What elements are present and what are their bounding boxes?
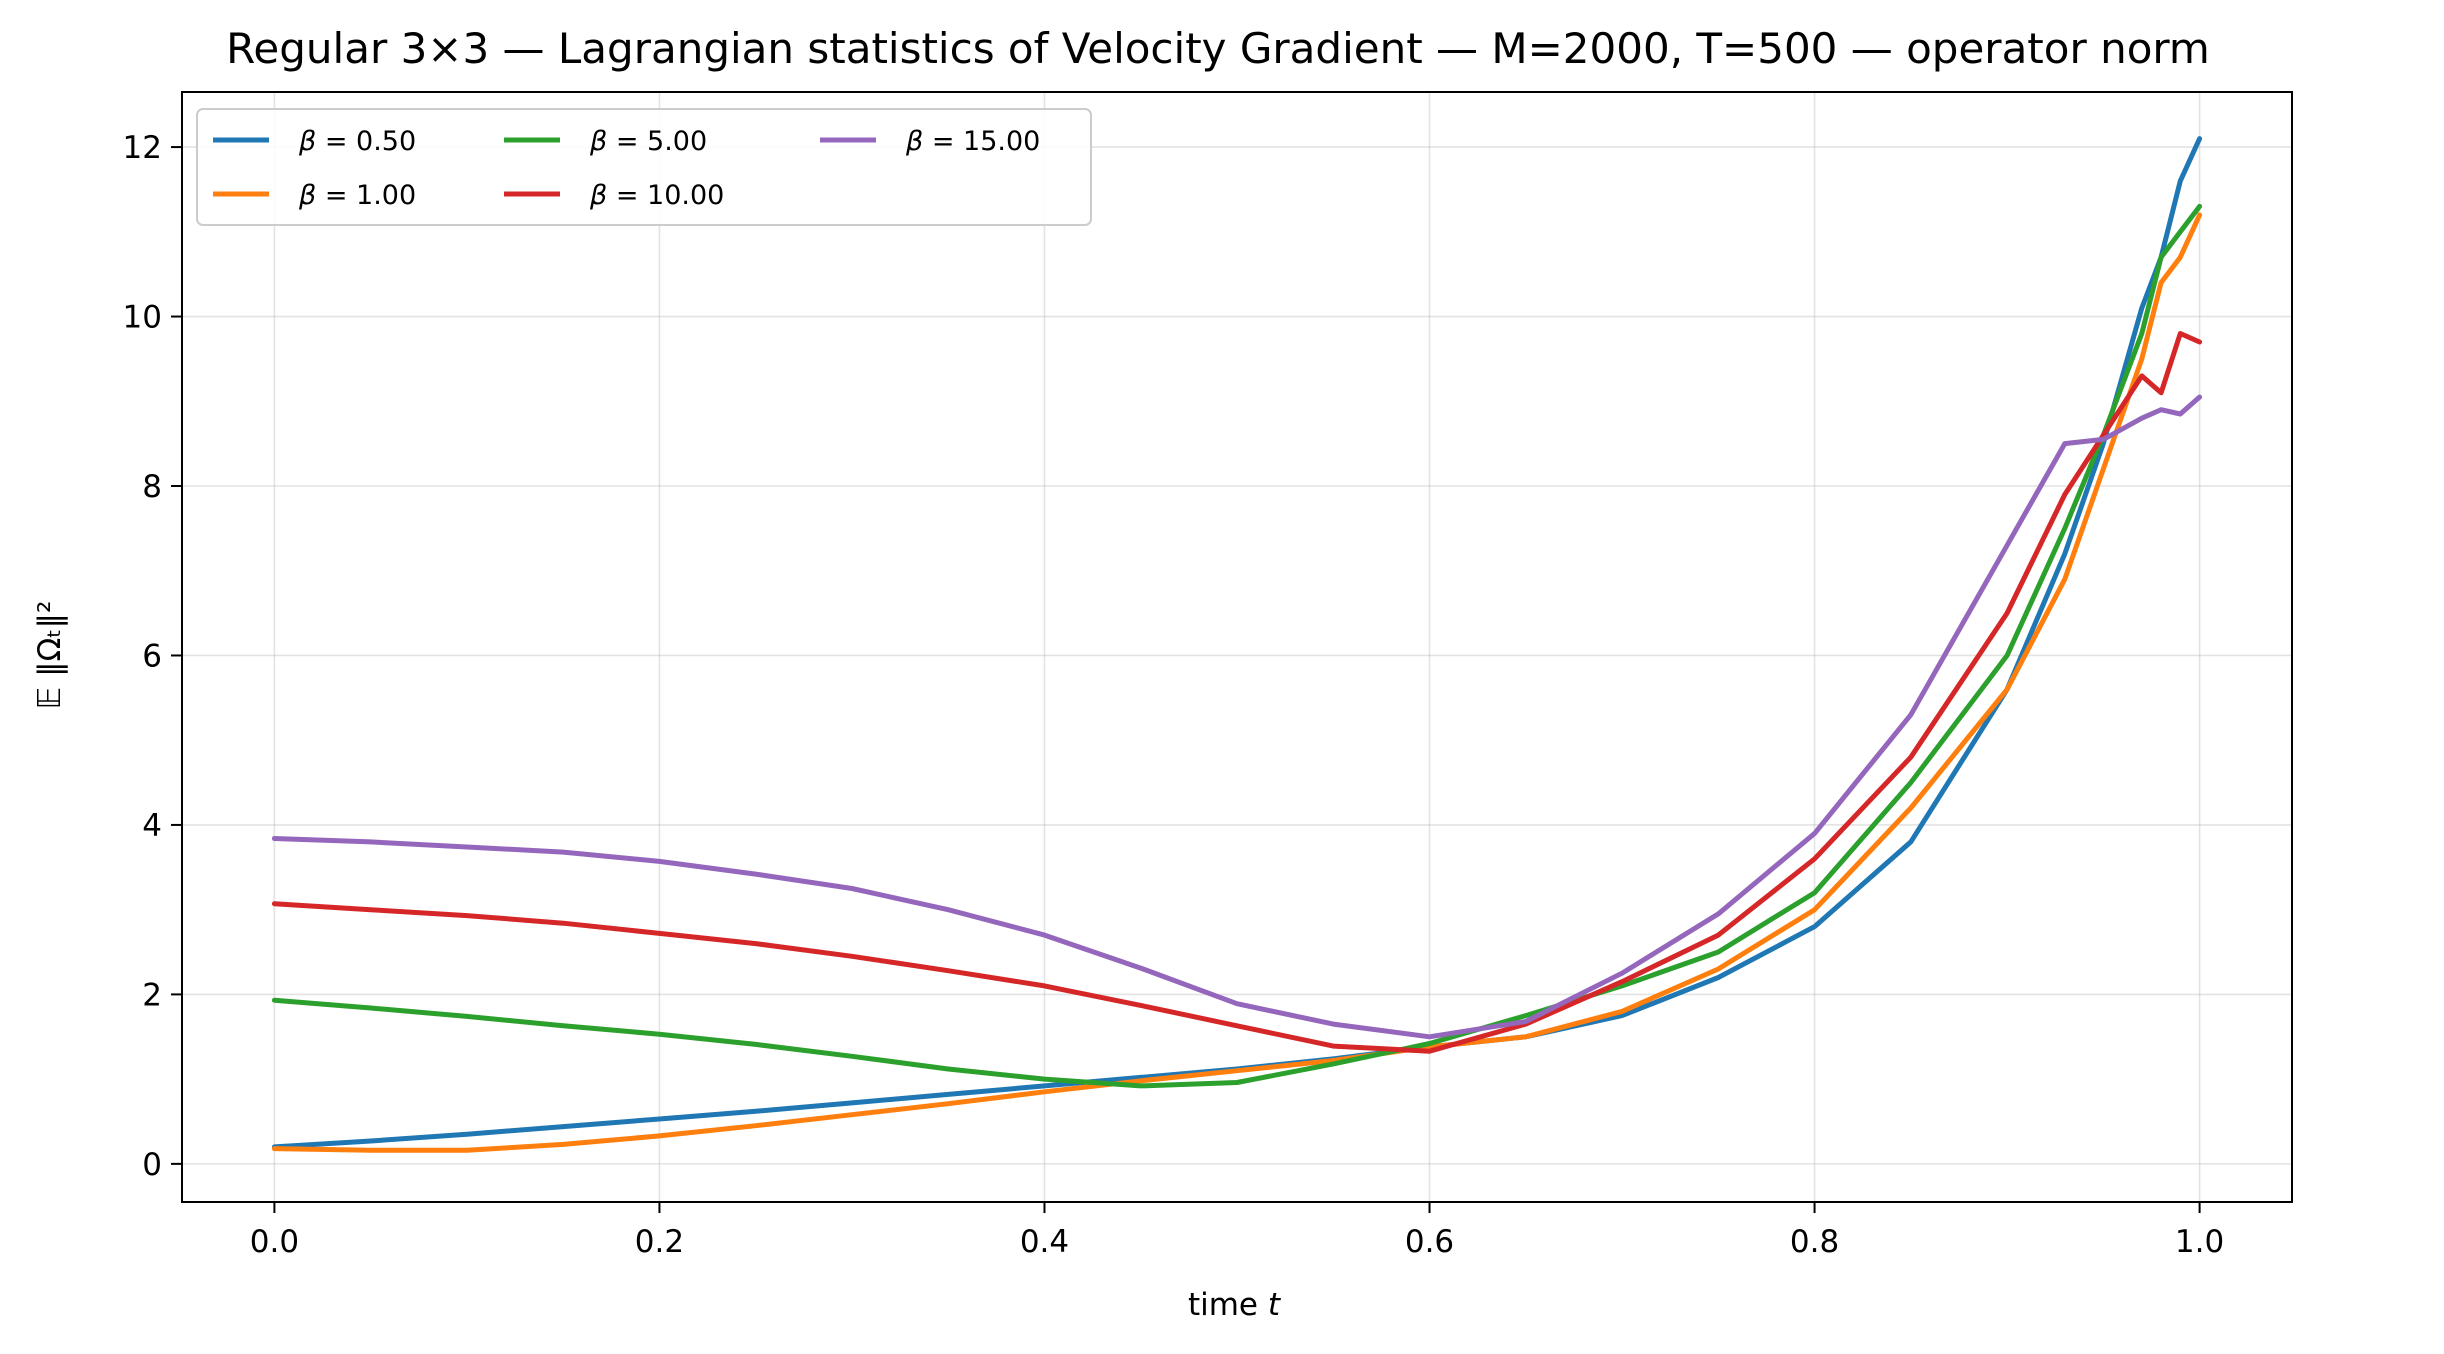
y-tick-label: 2 [142, 977, 162, 1013]
legend-label-prefix: β = [905, 126, 963, 157]
series-line-3 [271, 331, 2203, 1054]
legend-label-value: 15.00 [963, 126, 1040, 157]
legend-label-value: 5.00 [647, 126, 707, 157]
series-lines [271, 136, 2203, 1153]
y-tick-label: 8 [142, 469, 162, 505]
legend-label-4: β = 15.00 [905, 126, 1040, 157]
legend-label-prefix: β = [589, 180, 647, 211]
y-tick-label: 6 [142, 638, 162, 674]
legend-label-0: β = 0.50 [298, 126, 416, 157]
x-tick-label: 0.2 [635, 1224, 684, 1260]
series-line-4 [271, 394, 2203, 1040]
chart-title: Regular 3×3 — Lagrangian statistics of V… [226, 24, 2210, 73]
y-tick-label: 10 [123, 300, 162, 336]
grid [182, 92, 2292, 1202]
x-axis-label: time t [1188, 1287, 1282, 1323]
x-tick-label: 0.4 [1020, 1224, 1069, 1260]
legend-label-prefix: β = [298, 126, 356, 157]
y-tick-label: 4 [142, 808, 162, 844]
legend-label-2: β = 5.00 [589, 126, 707, 157]
y-tick-label: 0 [142, 1147, 162, 1183]
legend-label-prefix: β = [298, 180, 356, 211]
legend-label-value: 0.50 [356, 126, 416, 157]
x-tick-label: 0.6 [1405, 1224, 1454, 1260]
x-tick-label: 0.0 [250, 1224, 299, 1260]
y-axis-label: 𝔼 ‖Ωₜ‖² [32, 601, 68, 710]
legend-label-prefix: β = [589, 126, 647, 157]
x-tick-label: 0.8 [1790, 1224, 1839, 1260]
x-tick-label: 1.0 [2175, 1224, 2224, 1260]
plot-frame [181, 91, 2293, 1203]
y-tick-label: 12 [123, 130, 162, 166]
legend-label-3: β = 10.00 [589, 180, 724, 211]
legend-label-value: 10.00 [647, 180, 724, 211]
legend: β = 0.50β = 1.00β = 5.00β = 10.00β = 15.… [196, 108, 1092, 226]
series-line-1 [271, 212, 2203, 1153]
legend-label-value: 1.00 [356, 180, 416, 211]
legend-label-1: β = 1.00 [298, 180, 416, 211]
